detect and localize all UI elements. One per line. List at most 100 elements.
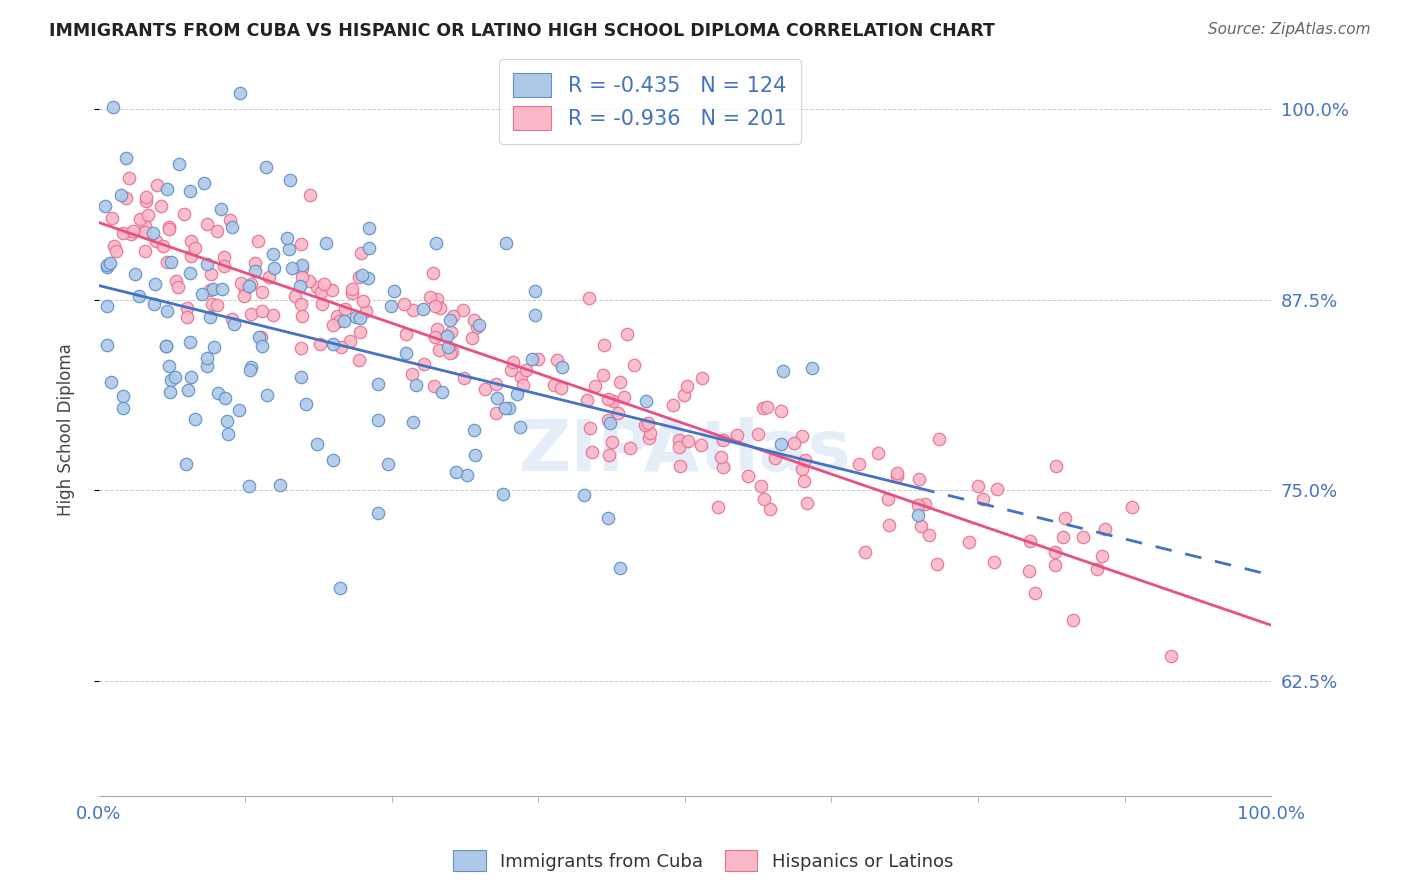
Y-axis label: High School Diploma: High School Diploma <box>58 343 75 516</box>
Point <box>112 226 135 240</box>
Point <box>463 424 485 438</box>
Point <box>207 298 229 312</box>
Point <box>115 152 138 166</box>
Point <box>634 417 657 432</box>
Point <box>193 176 215 190</box>
Point <box>262 246 284 260</box>
Point <box>509 420 531 434</box>
Point <box>550 381 572 395</box>
Point <box>290 237 312 252</box>
Point <box>634 394 657 409</box>
Point <box>928 432 950 446</box>
Point <box>344 310 367 325</box>
Point <box>329 581 352 595</box>
Point <box>668 441 690 455</box>
Point <box>669 459 692 474</box>
Point <box>752 401 775 415</box>
Point <box>215 414 238 428</box>
Point <box>600 434 623 449</box>
Point <box>100 375 122 389</box>
Point <box>770 437 793 451</box>
Point <box>763 450 786 465</box>
Point <box>707 500 730 515</box>
Text: IMMIGRANTS FROM CUBA VS HISPANIC OR LATINO HIGH SCHOOL DIPLOMA CORRELATION CHART: IMMIGRANTS FROM CUBA VS HISPANIC OR LATI… <box>49 22 995 40</box>
Point <box>1019 533 1042 548</box>
Point <box>352 294 374 309</box>
Point <box>1062 613 1084 627</box>
Point <box>966 479 988 493</box>
Point <box>349 326 371 340</box>
Point <box>103 239 125 253</box>
Point <box>609 561 631 575</box>
Point <box>783 436 806 450</box>
Point <box>322 453 344 467</box>
Point <box>983 555 1005 569</box>
Point <box>439 345 461 359</box>
Point <box>423 299 446 313</box>
Point <box>243 264 266 278</box>
Point <box>202 340 225 354</box>
Point <box>690 438 713 452</box>
Point <box>240 359 263 374</box>
Point <box>668 433 690 447</box>
Point <box>749 478 772 492</box>
Point <box>377 457 399 471</box>
Point <box>907 499 929 513</box>
Point <box>98 255 121 269</box>
Point <box>150 199 173 213</box>
Point <box>578 291 600 305</box>
Point <box>429 301 451 316</box>
Point <box>290 269 312 284</box>
Point <box>305 437 328 451</box>
Point <box>309 285 332 299</box>
Point <box>197 359 219 373</box>
Point <box>1045 558 1067 573</box>
Point <box>772 364 794 378</box>
Point <box>491 487 513 501</box>
Point <box>419 290 441 304</box>
Point <box>328 314 350 328</box>
Point <box>232 289 254 303</box>
Point <box>546 353 568 368</box>
Point <box>495 235 517 250</box>
Point <box>143 296 166 310</box>
Point <box>543 378 565 392</box>
Point <box>467 319 489 334</box>
Point <box>357 271 380 285</box>
Point <box>195 217 218 231</box>
Point <box>104 244 127 259</box>
Point <box>747 426 769 441</box>
Text: Source: ZipAtlas.com: Source: ZipAtlas.com <box>1208 22 1371 37</box>
Point <box>444 465 467 479</box>
Point <box>157 222 180 236</box>
Point <box>737 469 759 483</box>
Point <box>676 379 699 393</box>
Point <box>623 358 645 372</box>
Point <box>427 343 450 357</box>
Point <box>1091 549 1114 563</box>
Point <box>142 226 165 240</box>
Point <box>239 307 262 321</box>
Point <box>402 415 425 429</box>
Point <box>957 534 980 549</box>
Point <box>461 331 484 345</box>
Point <box>451 303 474 318</box>
Point <box>1052 530 1074 544</box>
Point <box>1160 649 1182 664</box>
Point <box>290 342 312 356</box>
Point <box>157 219 180 234</box>
Point <box>1073 530 1095 544</box>
Point <box>312 277 335 291</box>
Point <box>412 358 434 372</box>
Point <box>662 398 685 412</box>
Point <box>276 230 298 244</box>
Point <box>523 284 546 298</box>
Point <box>195 351 218 366</box>
Point <box>249 329 271 343</box>
Point <box>207 385 229 400</box>
Point <box>288 278 311 293</box>
Point <box>402 303 425 318</box>
Point <box>252 303 274 318</box>
Point <box>156 182 179 196</box>
Point <box>405 377 427 392</box>
